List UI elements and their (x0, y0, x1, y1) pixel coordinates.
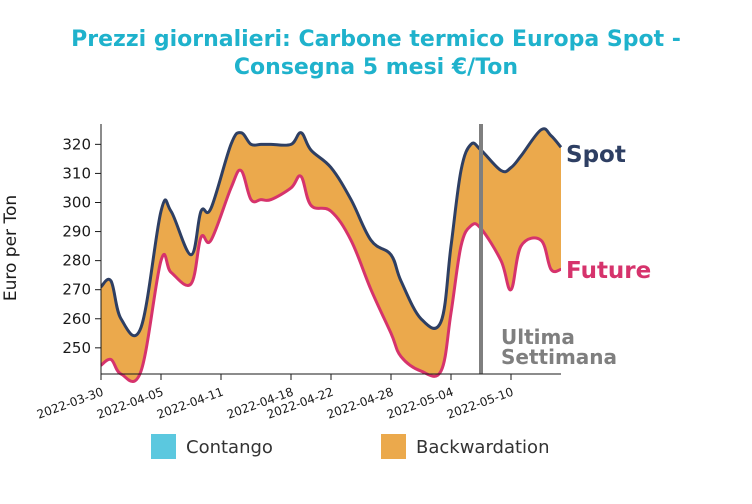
x-tick-label: 2022-04-05 (95, 385, 165, 422)
spot-line (99, 127, 563, 337)
future-line (100, 168, 562, 383)
annotation-line2: Settimana (501, 345, 617, 369)
chart-title-line1: Prezzi giornalieri: Carbone termico Euro… (71, 27, 681, 52)
chart-title-line2: Consegna 5 mesi €/Ton (234, 55, 518, 80)
backwardation-area (101, 128, 561, 382)
annotation-line1: Ultima (501, 325, 575, 349)
legend-swatch-backwardation (381, 434, 406, 459)
y-tick-label: 290 (62, 223, 91, 241)
legend-label-contango: Contango (186, 437, 273, 458)
x-tick-label: 2022-04-28 (325, 385, 395, 422)
legend-swatch-contango (151, 434, 176, 459)
legend-label-backwardation: Backwardation (416, 437, 549, 458)
line-layer (99, 124, 563, 383)
y-tick-label: 320 (62, 135, 91, 153)
y-axis-label: Euro per Ton (1, 195, 21, 301)
series-label-future: Future (566, 258, 651, 284)
y-tick-label: 310 (62, 164, 91, 182)
x-tick-label: 2022-05-10 (445, 385, 515, 422)
x-tick-label: 2022-04-11 (155, 385, 225, 422)
y-tick-label: 260 (62, 310, 91, 328)
series-label-spot: Spot (566, 142, 626, 168)
y-tick-label: 280 (62, 252, 91, 270)
x-tick-label: 2022-03-30 (35, 385, 105, 422)
y-tick-label: 250 (62, 339, 91, 357)
y-tick-label: 300 (62, 193, 91, 211)
x-tick-label: 2022-05-04 (385, 385, 455, 422)
fill-layer (101, 128, 561, 382)
y-tick-label: 270 (62, 281, 91, 299)
